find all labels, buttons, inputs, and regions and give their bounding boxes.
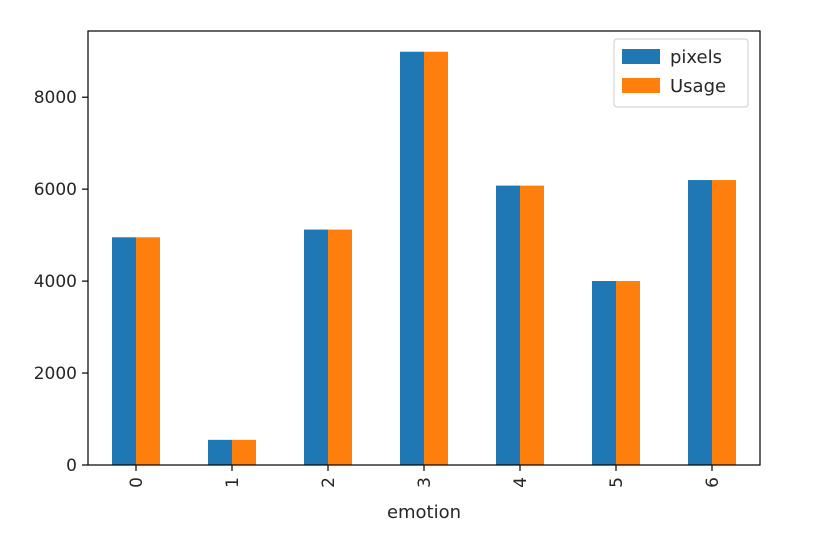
- bar-usage-5: [616, 281, 640, 465]
- x-axis-label: emotion: [387, 502, 461, 523]
- y-axis: 0 2000 4000 6000 8000: [34, 88, 88, 476]
- bar-usage-4: [520, 185, 544, 466]
- x-tick-label-2: 2: [319, 477, 339, 488]
- x-tick-label-1: 1: [223, 477, 243, 488]
- bar-usage-2: [328, 229, 352, 465]
- x-axis: 0 1 2 3 4 5 6: [127, 465, 723, 488]
- bar-usage-0: [136, 237, 160, 465]
- legend-swatch-pixels: [622, 49, 660, 64]
- bar-usage-3: [424, 51, 448, 466]
- bar-usage-1: [232, 439, 256, 465]
- bar-pixels-3: [400, 51, 424, 466]
- bars-group: [112, 51, 736, 466]
- bar-pixels-5: [592, 281, 616, 465]
- legend-swatch-usage: [622, 78, 660, 93]
- legend-label-pixels: pixels: [670, 47, 722, 68]
- y-tick-label-0: 0: [66, 456, 77, 476]
- x-tick-label-3: 3: [415, 477, 435, 488]
- x-tick-label-6: 6: [703, 477, 723, 488]
- bar-pixels-2: [304, 229, 328, 465]
- legend: pixels Usage: [613, 38, 749, 108]
- bar-pixels-4: [496, 185, 520, 466]
- bar-usage-6: [712, 180, 736, 466]
- x-tick-label-4: 4: [511, 477, 531, 488]
- bar-pixels-0: [112, 237, 136, 465]
- y-tick-label-8000: 8000: [34, 88, 77, 108]
- x-tick-label-5: 5: [607, 477, 627, 488]
- bar-pixels-6: [688, 180, 712, 466]
- y-tick-label-2000: 2000: [34, 364, 77, 384]
- plot-frame: [87, 30, 761, 466]
- legend-label-usage: Usage: [670, 76, 726, 97]
- x-tick-label-0: 0: [127, 477, 147, 488]
- bar-pixels-1: [208, 439, 232, 465]
- y-tick-label-6000: 6000: [34, 180, 77, 200]
- y-tick-label-4000: 4000: [34, 272, 77, 292]
